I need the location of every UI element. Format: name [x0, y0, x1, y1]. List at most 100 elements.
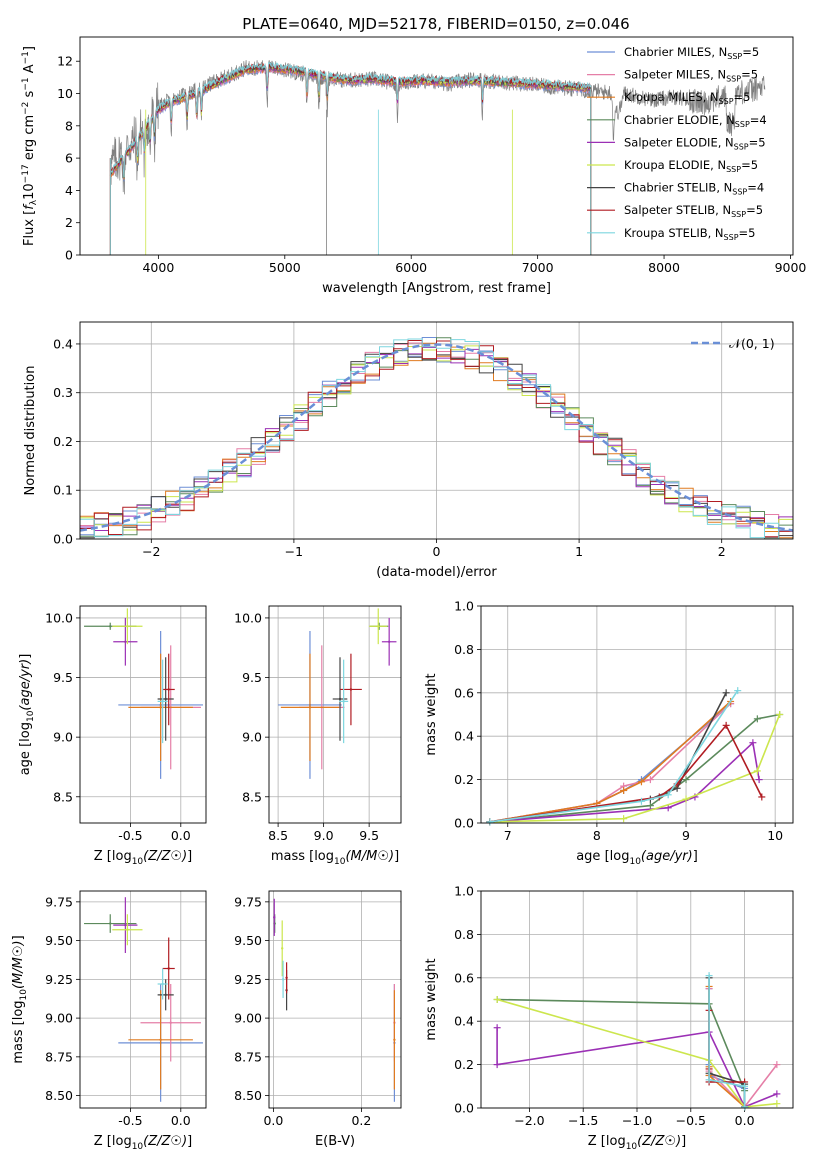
y-tick-label: 8.5 — [242, 789, 262, 804]
axes-frame — [79, 321, 794, 540]
x-tick-label: 0.0 — [263, 1113, 283, 1128]
y-axis-label: Normed distribution — [23, 366, 38, 496]
x-tick-label: 5000 — [269, 260, 301, 275]
residual-histogram — [80, 338, 793, 539]
y-tick-label: 0.0 — [53, 532, 73, 547]
y-tick-label: 9.25 — [45, 972, 73, 987]
data-point — [349, 688, 353, 691]
x-tick-label: 7 — [504, 828, 512, 843]
age-vs-z-panel: -0.5 0.0 8.5 9.0 9.5 10.0 Z [log10(Z/Z☉)] age [… — [18, 605, 207, 867]
y-tick-label: 2 — [65, 215, 73, 230]
mass-vs-z-panel: -0.5 0.0 8.50 8.75 9.00 9.25 9.50 9.75 Z [log10(… — [11, 890, 207, 1152]
normal-reference-curve — [80, 343, 793, 532]
data-point — [124, 923, 127, 927]
x-tick-label: 10 — [767, 828, 783, 843]
y-tick-label: 0.2 — [53, 434, 73, 449]
y-tick-label: 0.2 — [454, 1057, 474, 1072]
plot-area — [486, 687, 784, 826]
mass-vs-ebv-panel: 0.0 0.2 8.50 8.75 9.00 9.25 9.50 9.75 E(B-V) — [234, 890, 402, 1149]
y-tick-label: 0.0 — [454, 1101, 474, 1116]
spectrum-plot-area — [109, 60, 766, 255]
residuals-plot-area — [80, 337, 793, 539]
x-tick-label: 9.0 — [314, 828, 334, 843]
x-tick-label: 8.5 — [268, 828, 288, 843]
data-point — [342, 700, 345, 703]
y-tick-label: 1.0 — [454, 599, 474, 614]
data-point — [167, 967, 170, 970]
y-axis-label: mass weight — [424, 673, 439, 755]
x-tick-label: 7000 — [522, 260, 554, 275]
residuals-panel: −2 −1 0 1 2 0.0 0.1 0.2 0.3 0.4 𝒩(0, 1) (data-model… — [23, 321, 794, 580]
x-tick-label: 9 — [682, 828, 690, 843]
x-tick-label: −0.5 — [676, 1113, 706, 1128]
data-point — [161, 700, 164, 703]
data-point — [387, 640, 391, 643]
x-tick-label: 0.0 — [171, 828, 191, 843]
y-tick-label: 10.0 — [234, 610, 262, 625]
legend-entry: Chabrier ELODIE, NSSP=4 — [624, 113, 767, 129]
age-vs-mass-panel: 8.5 9.0 9.5 8.5 9.0 9.5 10.0 mass [log10(M/M☉)] — [234, 605, 402, 867]
x-tick-label: -0.5 — [118, 828, 142, 843]
figure-title: PLATE=0640, MJD=52178, FIBERID=0150, z=0… — [242, 15, 629, 33]
y-axis-label: age [log10(age/yr)] — [18, 654, 36, 776]
y-tick-label: 10.0 — [45, 610, 73, 625]
data-point — [161, 982, 164, 986]
data-point — [164, 993, 167, 997]
y-tick-label: 0.4 — [53, 336, 73, 351]
y-tick-label: 4 — [65, 183, 73, 198]
data-point — [393, 1038, 396, 1042]
plot-area — [278, 608, 397, 779]
x-axis-label: Z [log10(Z/Z☉)] — [94, 849, 192, 867]
y-axis-label: mass weight — [424, 958, 439, 1040]
plot-area — [493, 972, 781, 1111]
data-point — [169, 1021, 172, 1024]
x-axis-label: mass [log10(M/M☉)] — [271, 849, 399, 867]
data-point — [281, 947, 284, 950]
x-tick-label: 9.5 — [359, 828, 379, 843]
data-point — [285, 976, 288, 979]
y-tick-label: 0.2 — [454, 772, 474, 787]
legend-entry: Chabrier MILES, NSSP=5 — [624, 45, 759, 61]
weight-vs-age-panel: 7 8 9 10 0.0 0.2 0.4 0.6 0.8 1.0 age [log10(age/yr… — [424, 599, 794, 867]
y-tick-label: 9.00 — [45, 1011, 73, 1026]
data-point — [124, 640, 127, 643]
y-axis-label: mass [log10(M/M☉)] — [11, 935, 29, 1063]
y-tick-label: 9.75 — [45, 894, 73, 909]
y-tick-label: 9.0 — [53, 730, 73, 745]
x-tick-label: 9000 — [775, 260, 807, 275]
x-tick-label: −1.5 — [568, 1113, 598, 1128]
y-tick-label: 0.0 — [454, 816, 474, 831]
data-point — [308, 706, 312, 709]
plot-area — [273, 898, 396, 1102]
y-tick-label: 0.3 — [53, 385, 73, 400]
x-tick-label: 2 — [718, 544, 726, 559]
data-point — [377, 625, 380, 628]
x-tick-label: 6000 — [395, 260, 427, 275]
plot-area — [84, 608, 203, 779]
axes-frame — [268, 890, 402, 1109]
x-axis-label: age [log10(age/yr)] — [576, 849, 698, 867]
data-point — [109, 922, 112, 925]
legend-entry: Kroupa ELODIE, NSSP=5 — [624, 158, 758, 174]
y-tick-label: 9.50 — [234, 933, 262, 948]
legend-entry: Salpeter ELODIE, NSSP=5 — [624, 135, 766, 151]
axes-frame — [480, 605, 794, 824]
y-tick-label: 0.8 — [454, 927, 474, 942]
data-point — [164, 697, 167, 701]
y-tick-label: 8 — [65, 118, 73, 133]
x-axis-label: (data-model)/error — [376, 565, 497, 580]
x-axis-label: E(B-V) — [315, 1134, 355, 1149]
x-tick-label: −1 — [285, 544, 303, 559]
legend-entry: Salpeter MILES, NSSP=5 — [624, 68, 758, 84]
y-tick-label: 0.1 — [53, 483, 73, 498]
x-tick-label: 4000 — [142, 260, 174, 275]
data-point — [159, 1038, 162, 1042]
x-tick-label: 1 — [575, 544, 583, 559]
spectrum-panel: 4000 5000 6000 7000 8000 9000 0 2 4 6 8 10 12 Chabrie… — [21, 36, 807, 296]
x-tick-label: −2 — [142, 544, 160, 559]
axes-frame — [480, 890, 794, 1109]
x-tick-label: 8000 — [648, 260, 680, 275]
y-tick-label: 9.5 — [53, 670, 73, 685]
weight-series-line — [489, 690, 739, 823]
x-tick-label: −2.0 — [514, 1113, 544, 1128]
